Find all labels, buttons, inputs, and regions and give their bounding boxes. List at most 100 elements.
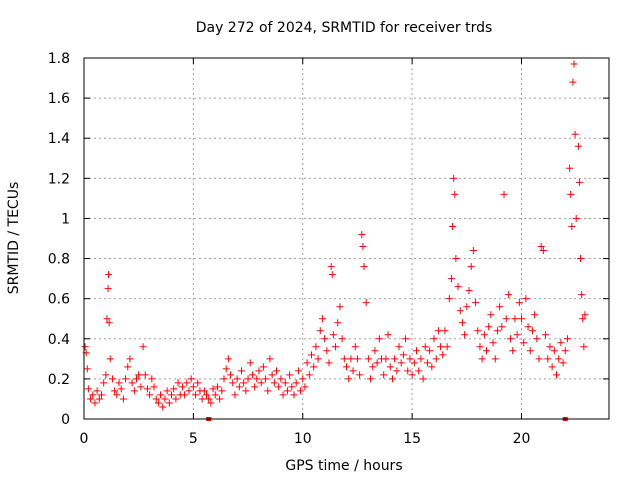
data-point [367,375,375,383]
data-point [478,355,486,363]
data-point [159,403,167,411]
data-point [472,299,480,307]
data-point [386,363,394,371]
data-point [141,371,149,379]
data-point [264,387,272,395]
data-point [124,363,132,371]
data-point [87,395,95,403]
y-tick-label: 0.4 [48,332,70,348]
data-point [288,383,296,391]
data-point [227,371,235,379]
data-point [456,307,464,315]
data-point [103,315,111,323]
data-point [270,379,278,387]
data-point [242,387,250,395]
data-point [567,190,575,198]
data-point [336,303,344,311]
data-point [279,391,287,399]
data-point [537,243,545,251]
data-point [487,311,495,319]
data-point [246,359,254,367]
data-point [146,391,154,399]
data-point [148,375,156,383]
data-point [198,395,206,403]
data-point [327,263,335,271]
data-point [192,391,200,399]
data-point [115,379,123,387]
data-point [408,371,416,379]
data-point [194,379,202,387]
data-point [570,60,578,68]
data-point [152,395,160,403]
data-point [399,351,407,359]
data-point [303,359,311,367]
data-point [491,355,499,363]
data-point [105,319,113,327]
data-point [332,343,340,351]
data-point [382,355,390,363]
data-point [553,371,560,379]
data-point [441,327,449,335]
data-point [277,375,285,383]
data-point [207,399,215,407]
x-tick-label: 0 [80,431,89,447]
data-point [98,391,105,399]
data-point [581,311,589,319]
data-point [165,399,173,407]
data-point [445,295,453,303]
data-point [262,375,270,383]
data-point [150,383,158,391]
data-point [349,367,357,375]
data-point [102,371,110,379]
data-point [203,391,210,399]
y-tick-label: 0.2 [48,372,70,388]
data-point [139,343,147,351]
y-tick-label: 1.6 [48,91,70,107]
data-point [546,343,554,351]
data-point [572,214,580,222]
data-point [290,391,298,399]
data-point [224,355,232,363]
data-point [310,363,318,371]
data-point [154,399,162,407]
data-point [496,303,504,311]
data-point [362,299,370,307]
data-point [419,375,427,383]
data-point [507,335,515,343]
data-point [461,331,469,339]
data-point [84,385,92,393]
data-point [423,359,431,367]
data-point [569,78,577,86]
x-axis: 0 5 10 15 20 [80,58,530,447]
data-point [189,383,197,391]
data-point [548,363,556,371]
x-tick-label: 15 [403,431,421,447]
data-point [283,387,291,395]
data-point [561,347,569,355]
data-point [528,327,536,335]
data-point [406,355,414,363]
data-point [174,379,182,387]
y-tick-label: 0.8 [48,252,70,268]
y-tick-label: 0.6 [48,292,70,308]
data-point [244,375,252,383]
data-point [181,391,189,399]
data-point [297,387,305,395]
data-point [216,395,224,403]
data-point [286,371,294,379]
data-point [498,323,506,331]
data-point [273,367,280,375]
data-point [83,365,91,373]
data-point [301,383,309,391]
chart-title: Day 272 of 2024, SRMTID for receiver trd… [196,20,493,36]
plot-frame [83,57,610,420]
data-points [81,60,589,411]
y-axis: 0 0.2 0.4 0.6 0.8 1 1.2 1.4 1.6 1.8 [48,51,609,428]
data-point [281,379,289,387]
y-tick-label: 1.4 [48,131,70,147]
data-point [255,367,263,375]
data-point [513,331,521,339]
data-point [533,335,541,343]
data-point [161,395,169,403]
